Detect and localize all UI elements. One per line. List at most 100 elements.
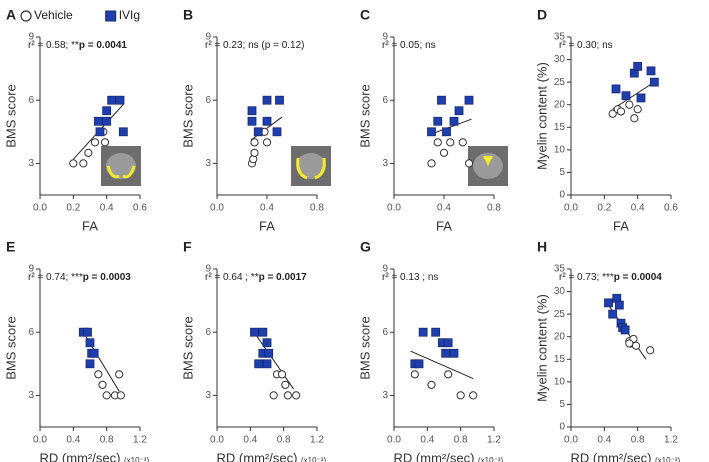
ivig-point [442,127,451,137]
annotation: r² = 0.73; ***p = 0.0004 [559,272,662,283]
ivig-point [608,309,618,319]
vehicle-point [458,138,467,147]
x-tick-label: 0.8 [310,203,324,214]
ivig-point [427,127,436,137]
x-tick-label: 1.2 [310,435,324,446]
ivig-point [95,127,105,137]
x-axis-note: (x10⁻³) [478,456,503,462]
x-tick-label: 0.4 [100,203,114,214]
ivig-point [89,348,99,358]
ivig-point [441,348,451,358]
ivig-point [85,338,95,348]
ivig-point [449,348,459,358]
annotation: r² = 0.64 ; **p = 0.0017 [205,272,307,283]
vehicle-point [100,138,110,147]
mri-inset [101,146,141,186]
x-tick-label: 0.0 [564,435,578,446]
ivig-point [247,106,257,116]
y-tick-label: 9 [205,264,211,275]
x-axis-label: RD (mm²/sec) [40,450,121,462]
vehicle-point [277,370,287,379]
y-tick-label: 9 [28,264,34,275]
y-tick-label: 3 [28,390,34,401]
x-tick-label: 0.0 [33,435,47,446]
y-tick-label: 20 [554,99,566,110]
x-tick-label: 0.6 [133,203,147,214]
vehicle-point [427,159,436,168]
vehicle-point [292,391,301,400]
vehicle-point [616,107,626,116]
y-tick-label: 9 [28,32,34,43]
ivig-point [262,116,272,126]
ivig-point [85,359,95,369]
annotation: r² = 0.74; ***p = 0.0003 [28,272,131,283]
vehicle-point [433,138,442,147]
vehicle-point [625,339,634,348]
x-axis-label: RD (mm²/sec) [394,450,475,462]
ivig-point [107,95,117,105]
ivig-point [262,359,272,369]
x-tick-label: 0.0 [387,435,401,446]
x-axis-label: FA [259,218,275,233]
ivig-point [418,327,428,337]
ivig-point [646,66,656,76]
ivig-point [262,338,272,348]
x-tick-label: 1.2 [487,435,501,446]
y-tick-label: 30 [554,286,566,297]
vehicle-point [456,391,465,400]
ivig-point [633,61,643,71]
vehicle-point [631,341,641,350]
annotation: r² = 0.58; **p = 0.0041 [28,40,127,51]
vehicle-point [608,109,617,118]
annotation-p: p = 0.0041 [79,40,128,51]
y-tick-label: 25 [554,77,566,88]
x-tick-label: 0.0 [210,203,224,214]
ivig-point [118,127,128,137]
y-axis-label: BMS score [180,316,195,380]
ivig-point [93,116,103,126]
vehicle-point [444,370,453,379]
annotation: r² = 0.13 ; ns [382,272,438,283]
annotation-p: p = 0.0017 [259,272,308,283]
y-tick-label: 0 [559,422,565,433]
x-tick-label: 0.4 [420,435,434,446]
x-tick-label: 0.0 [33,203,47,214]
x-axis-label: FA [613,218,629,233]
ivig-point [431,327,441,337]
ivig-point [611,84,621,94]
annotation-text: r² = 0.58; ** [28,40,79,51]
x-tick-label: 0.6 [664,203,678,214]
ivig-point [454,106,464,116]
x-axis-label: FA [82,218,98,233]
y-axis-label: BMS score [357,84,372,148]
ivig-point [102,106,112,116]
vehicle-point [439,148,449,157]
ivig-point [262,95,272,105]
annotation-text: r² = 0.73; *** [559,272,614,283]
ivig-point [614,300,624,310]
y-axis-label: BMS score [357,316,372,380]
vehicle-point [630,114,639,123]
ivig-point [464,95,474,105]
y-tick-label: 3 [205,158,211,169]
y-tick-label: 0 [559,190,565,201]
x-tick-label: 0.8 [100,435,114,446]
ivig-point [620,325,630,335]
x-axis-note: (x10⁻³) [655,456,680,462]
fit-line [612,81,655,110]
y-tick-label: 6 [205,95,211,106]
x-axis-note: (x10⁻³) [301,456,326,462]
y-tick-label: 9 [382,32,388,43]
ivig-point [449,116,459,126]
y-axis-label: BMS score [180,84,195,148]
vehicle-point [102,391,111,400]
y-tick-label: 5 [559,167,565,178]
panel-label: G [360,239,371,255]
ivig-point [604,298,613,308]
vehicle-point [269,391,278,400]
vehicle-point [115,370,124,379]
x-tick-label: 0.4 [597,435,611,446]
y-tick-label: 10 [554,376,566,387]
annotation: r² = 0.05; ns [382,40,436,51]
